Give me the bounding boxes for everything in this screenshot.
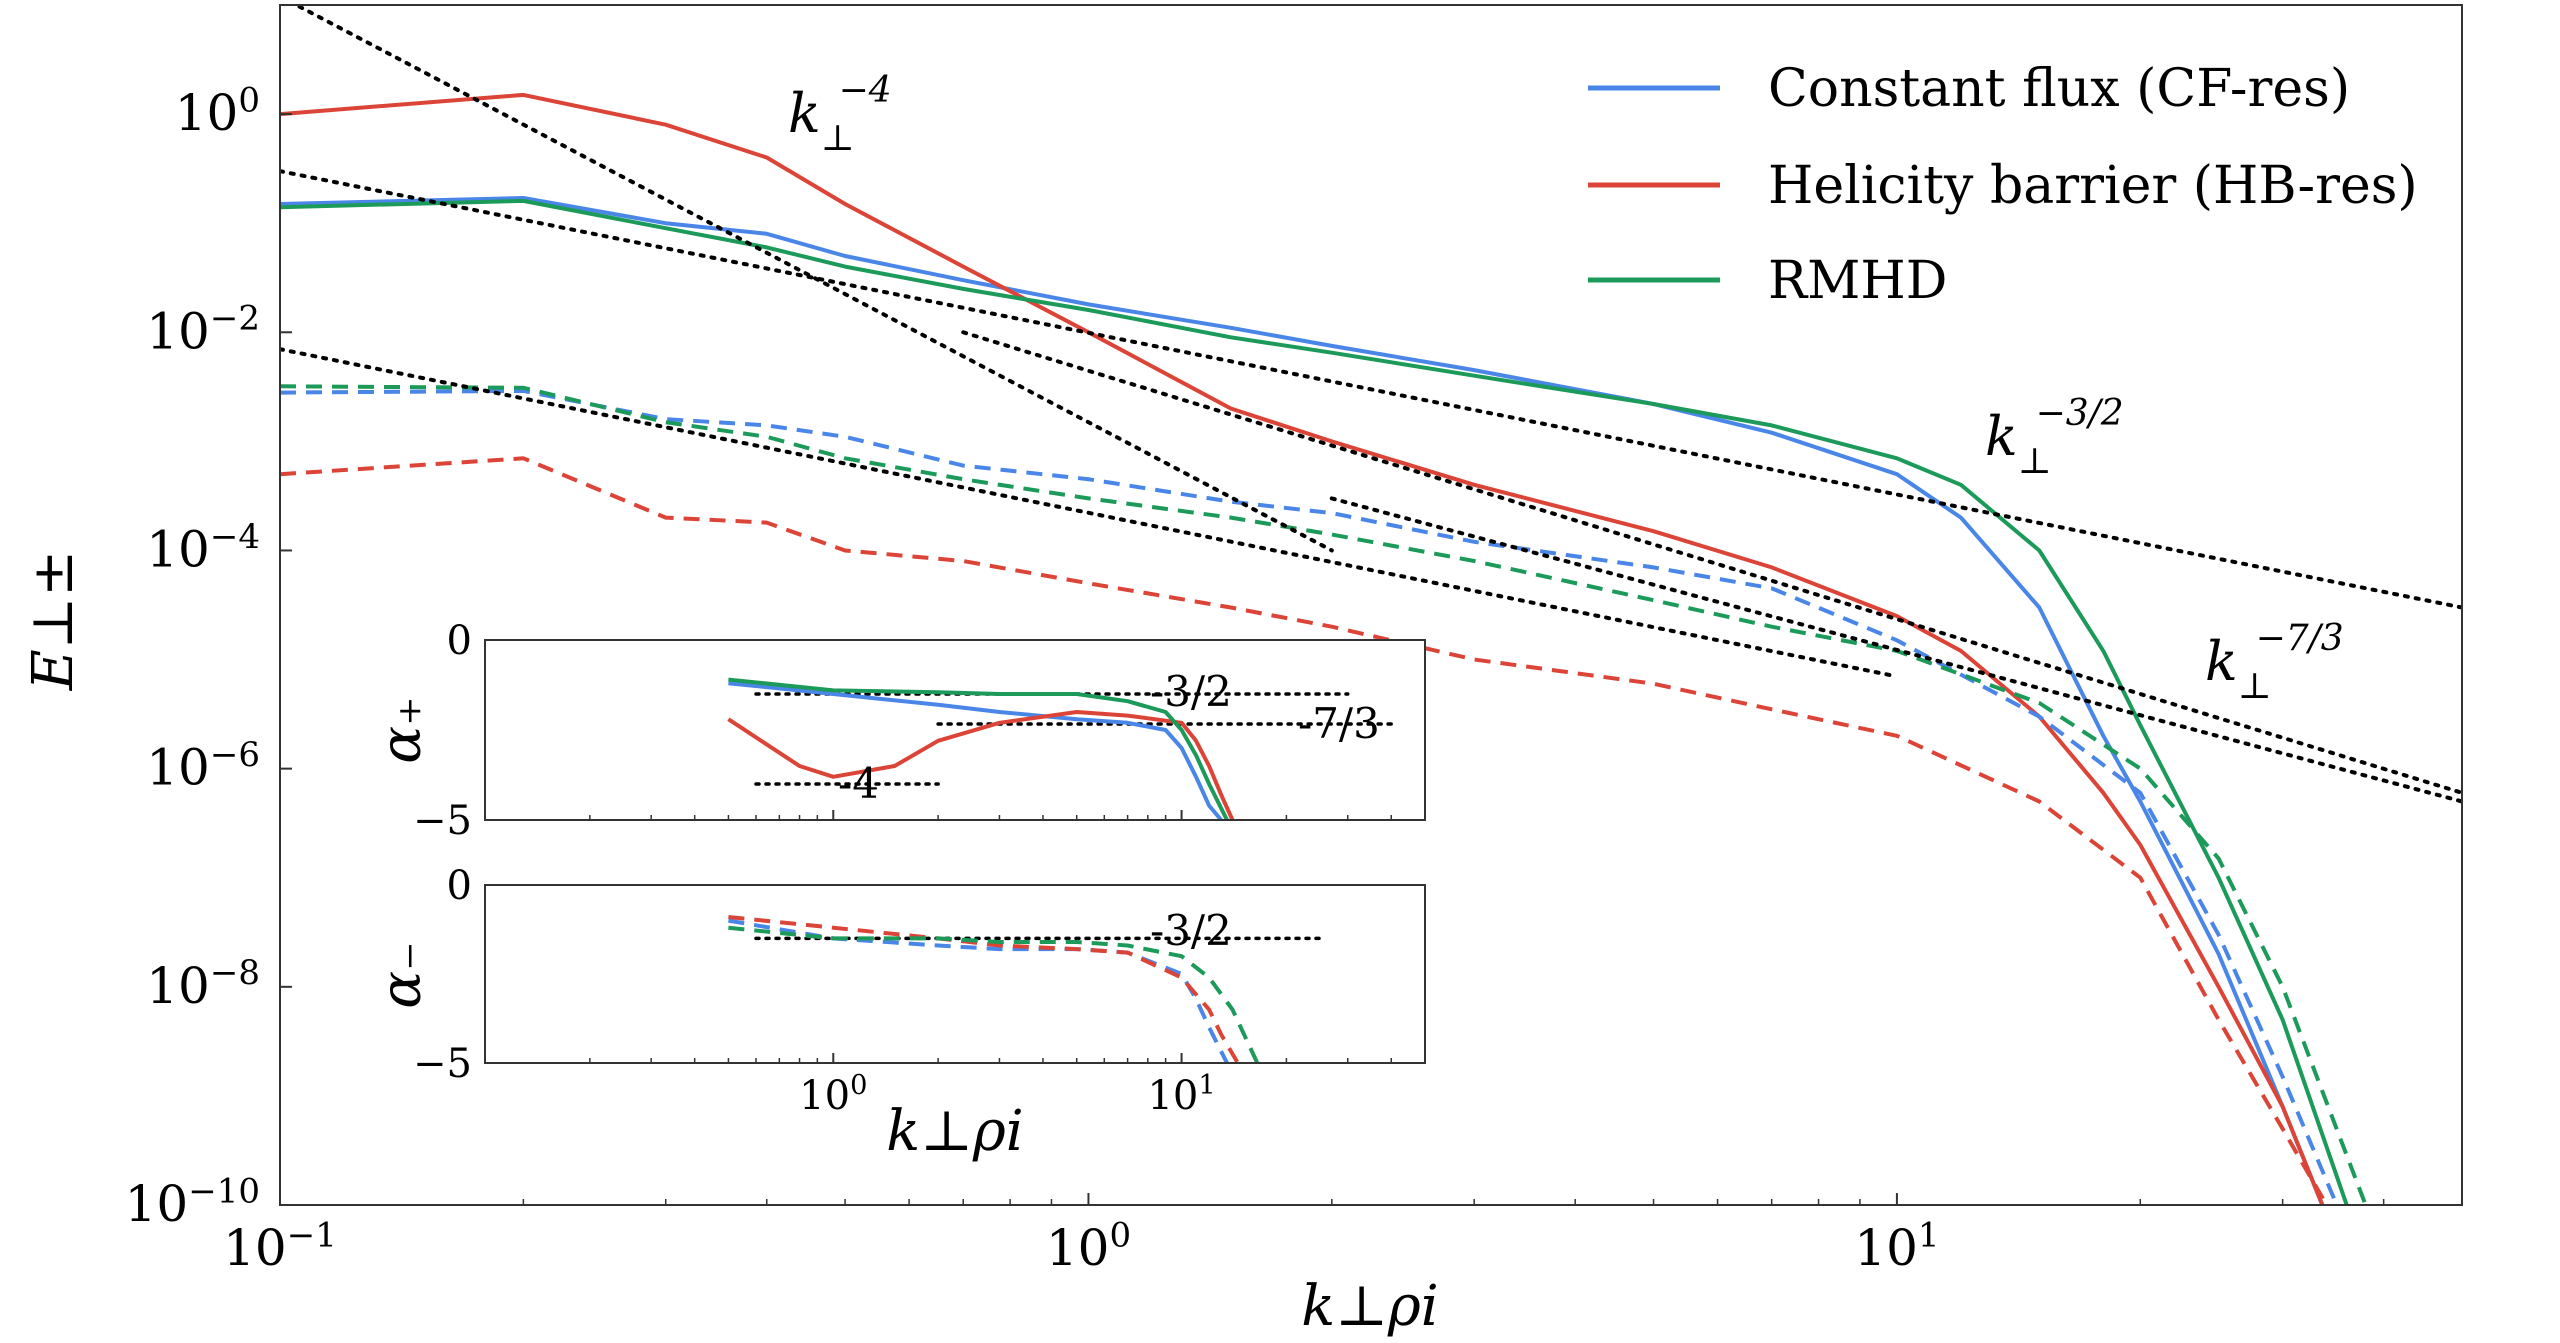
inset-alpha-plus-ref-label-3-2: -3/2 [1150, 667, 1232, 716]
x-tick-base: 10 [1854, 1219, 1918, 1277]
y-tick-label: 100 [175, 80, 260, 142]
k-minus-3-2-base: k [1985, 405, 2018, 468]
x-tick-label: 10−1 [223, 1215, 337, 1277]
inset1-lines-clipped-group [727, 677, 1393, 820]
reference-line-k-3-2-lower [280, 347, 1899, 679]
y-tick-label: 10−6 [146, 735, 260, 797]
series-rmhd-e [280, 384, 2368, 1205]
annotation-k-minus-3-2: k⊥ −3/2 [1985, 393, 2124, 482]
inset1-lines-series-rmhd [728, 677, 1229, 820]
inset2-ticks-x-tick-exponent: 1 [1198, 1070, 1215, 1101]
k-minus-4-base: k [788, 82, 821, 145]
reference-line-k-7-3 [961, 330, 2462, 795]
y-tick-label: 10−10 [125, 1171, 260, 1233]
y-tick-label: 10−2 [146, 299, 260, 361]
series-helicity-barrier-hb-res-e [280, 456, 2329, 1205]
inset-alpha-plus-lines [727, 677, 1393, 820]
annotation-k-minus-7-3: k⊥ −7/3 [2205, 618, 2344, 707]
y-tick-base: 10 [146, 957, 210, 1015]
y-tick-base: 10 [146, 739, 210, 797]
k-minus-7-3-base: k [2205, 630, 2238, 693]
inset-alpha-minus-lines [728, 915, 1322, 1063]
inset-alpha-plus-ytick-0: 0 [447, 618, 472, 664]
annotation-k-minus-4: k⊥ −4 [788, 70, 892, 159]
inset2-ticks-x-tick-exponent: 0 [850, 1070, 867, 1101]
y-tick-exponent: −10 [188, 1171, 260, 1211]
inset1-lines-series-hb [727, 710, 1235, 820]
inset2-ticks-x-tick-base: 10 [1147, 1073, 1198, 1119]
reference-line-k-7-3-steep [1329, 496, 2462, 804]
legend-label-rmhd: RMHD [1768, 251, 1947, 311]
inset-alpha-minus-ref-label-3-2: -3/2 [1150, 906, 1232, 955]
inset2-lines-series-rmhd [728, 925, 1260, 1063]
series-constant-flux-cf-res-e [280, 388, 2339, 1205]
reference-line-k-3-2-upper [280, 169, 2462, 610]
y-tick-base: 10 [146, 302, 210, 360]
x-tick-base: 10 [1046, 1219, 1110, 1277]
y-tick-exponent: −4 [210, 517, 260, 557]
x-tick-exponent: −1 [287, 1215, 337, 1255]
inset2-lines-series-hb [728, 915, 1240, 1063]
k-minus-3-2-sub: ⊥ [2018, 441, 2052, 482]
inset-alpha-plus-ticks [485, 639, 1426, 821]
y-tick-label: 10−8 [146, 953, 260, 1015]
y-tick-exponent: −2 [210, 299, 260, 339]
inset2-lines-clipped-group [728, 915, 1322, 1063]
inset-alpha-plus-frame [484, 639, 1426, 821]
inset-alpha-minus-xlabel: k⊥ρi [886, 1099, 1023, 1164]
y-tick-base: 10 [146, 520, 210, 578]
inset2-ticks-x-tick-base: 10 [799, 1073, 850, 1119]
x-axis-label: k⊥ρi [1301, 1274, 1438, 1339]
inset-alpha-plus-background [485, 640, 1425, 820]
main-plot-frame [279, 4, 2463, 1206]
y-tick-base: 10 [125, 1175, 189, 1233]
inset-alpha-minus-background [485, 885, 1425, 1063]
y-tick-label: 10−4 [146, 517, 260, 579]
x-tick-exponent: 0 [1109, 1215, 1131, 1255]
y-tick-exponent: 0 [238, 80, 260, 120]
inset-alpha-minus-ylabel: α₋ [369, 941, 434, 1008]
k-minus-4-sup: −4 [839, 70, 892, 111]
inset-alpha-minus-ytick-0: 0 [447, 863, 472, 909]
inset1-lines-series-cf [728, 681, 1223, 820]
k-minus-3-2-sup: −3/2 [2036, 393, 2124, 434]
y-axis-label: E⊥± [21, 550, 86, 691]
k-minus-7-3-sup: −7/3 [2256, 618, 2344, 659]
legend: Constant flux (CF-res) Helicity barrier … [1588, 59, 2418, 311]
x-tick-label: 101 [1854, 1215, 1939, 1277]
inset2-ticks-x-tick-label: 100 [799, 1070, 867, 1119]
inset2-ticks-x-tick-label: 101 [1147, 1070, 1215, 1119]
series-helicity-barrier-hb-res-e [280, 92, 2325, 1205]
y-tick-exponent: −6 [210, 735, 260, 775]
inset-alpha-minus-ticks: 100 101 [485, 884, 1426, 1119]
k-minus-4-sub: ⊥ [821, 118, 855, 159]
inset-alpha-plus-ytick-minus-5: −5 [413, 798, 472, 844]
inset-alpha-plus-ref-label-7-3: -7/3 [1298, 699, 1380, 748]
inset-alpha-minus-ytick-minus-5: −5 [413, 1041, 472, 1087]
series-rmhd-e [280, 198, 2349, 1205]
inset-alpha-minus-frame [484, 884, 1426, 1064]
legend-label-cf: Constant flux (CF-res) [1768, 59, 2350, 119]
y-tick-base: 10 [175, 84, 239, 142]
x-tick-exponent: 1 [1918, 1215, 1940, 1255]
y-tick-exponent: −8 [210, 953, 260, 993]
inset-alpha-plus-ylabel: α₊ [369, 696, 434, 763]
legend-label-hb: Helicity barrier (HB-res) [1768, 156, 2418, 216]
reference-line-k-4 [292, 5, 1334, 553]
x-tick-label: 100 [1046, 1215, 1131, 1277]
x-tick-base: 10 [223, 1219, 287, 1277]
inset-alpha-plus: 0 −5 α₊ -3/2 -7/3 -4 [369, 618, 1426, 844]
k-minus-7-3-sub: ⊥ [2238, 666, 2272, 707]
inset-alpha-plus-ref-label-4: -4 [838, 759, 879, 808]
inset-alpha-minus: 100 101 0 −5 α₋ -3/2 k⊥ρi [369, 863, 1426, 1164]
